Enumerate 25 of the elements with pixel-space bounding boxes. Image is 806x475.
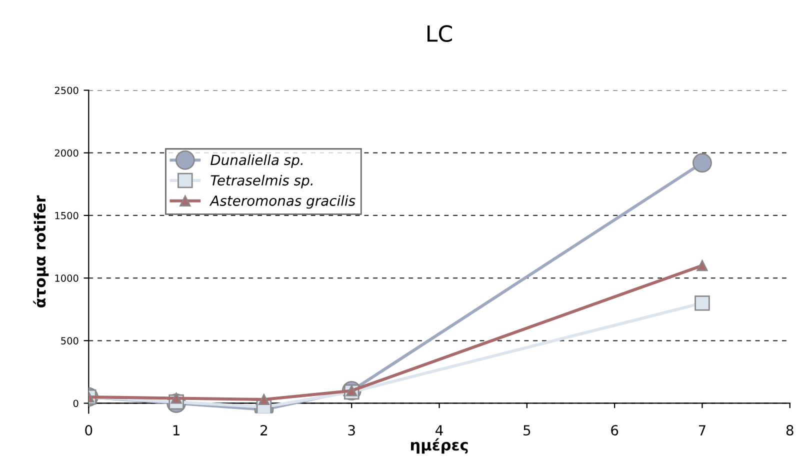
x-tick-label: 6 <box>611 425 618 436</box>
y-tick-label: 2000 <box>54 149 78 157</box>
y-tick-label: 0 <box>73 400 78 408</box>
x-tick-label: 2 <box>260 425 267 436</box>
y-tick-label: 500 <box>61 337 78 344</box>
y-tick-label: 2500 <box>54 86 78 94</box>
x-tick-label: 4 <box>436 425 443 436</box>
x-tick-label: 1 <box>173 425 180 436</box>
point <box>258 394 270 406</box>
point <box>694 295 710 311</box>
legend-label: Tetraselmis sp. <box>210 174 312 188</box>
legend-label: Dunaliella sp. <box>210 154 303 168</box>
x-tick-label: 3 <box>348 425 355 436</box>
x-tick-label: 8 <box>786 425 794 436</box>
y-tick-label: 1500 <box>55 212 78 220</box>
legend-label: Asteromonas gracilis <box>209 195 356 209</box>
chart-title: LC <box>428 25 452 42</box>
x-axis-title: ημέρες <box>410 438 468 454</box>
x-tick-label: 7 <box>698 425 706 436</box>
point <box>696 260 708 272</box>
y-tick-label: 1000 <box>55 274 78 282</box>
y-axis-title: άτομα rotifer <box>33 195 49 308</box>
x-tick-label: 5 <box>524 425 530 436</box>
x-tick-label: 0 <box>85 425 92 436</box>
point <box>692 153 712 173</box>
